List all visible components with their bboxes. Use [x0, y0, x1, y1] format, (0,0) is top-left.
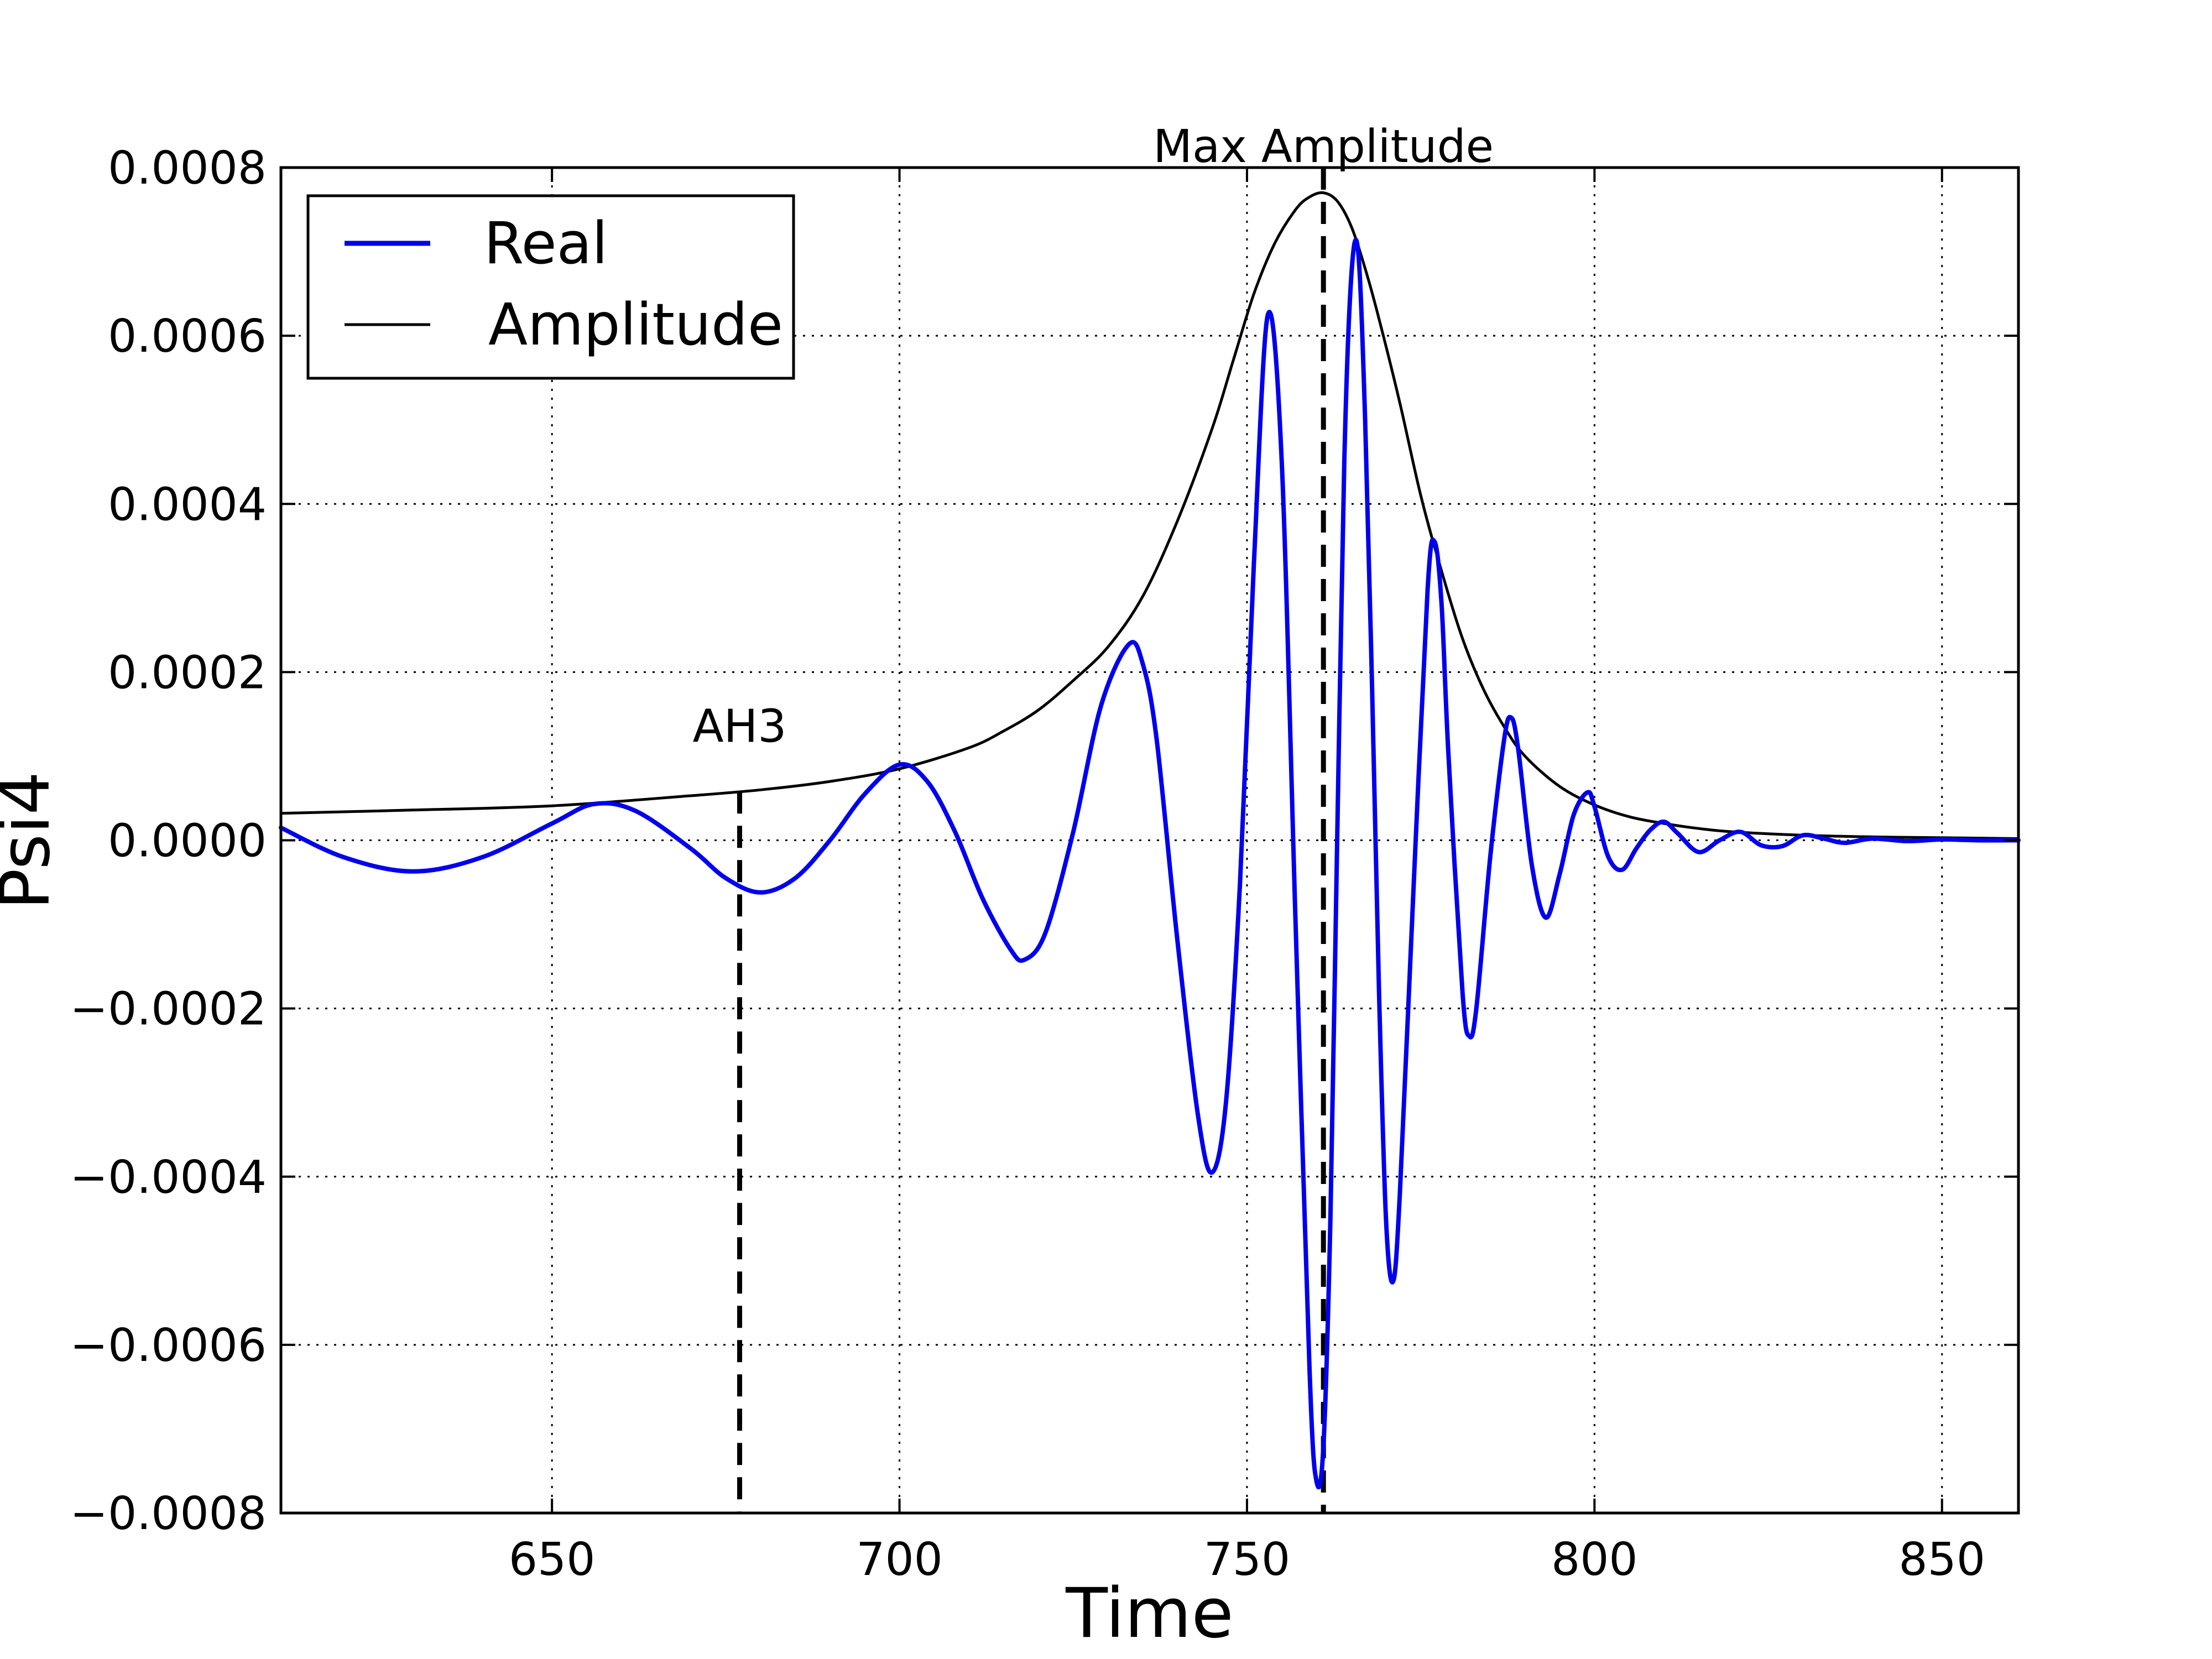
- y-axis-label: Psi4: [0, 771, 65, 910]
- y-tick-label: −0.0006: [70, 1319, 267, 1372]
- series-lines: [279, 191, 2021, 1490]
- legend-box: [306, 194, 795, 380]
- x-tick-label: 700: [856, 1533, 943, 1586]
- y-tick-label: 0.0008: [108, 142, 267, 195]
- x-tick-label: 850: [1898, 1533, 1985, 1586]
- legend-label-amplitude: Amplitude: [488, 291, 783, 358]
- annotation-label-ah3: AH3: [693, 700, 787, 753]
- y-tick-label: 0.0006: [108, 310, 267, 363]
- y-tick-label: −0.0002: [70, 983, 267, 1036]
- annotation-lines: [737, 168, 1326, 1513]
- annotation-labels: AH3 Max Amplitude: [693, 121, 1494, 753]
- x-axis-ticks: 650 700 750 800 850: [509, 168, 1985, 1586]
- annotation-label-max-amplitude: Max Amplitude: [1153, 121, 1494, 173]
- y-tick-label: 0.0000: [108, 815, 267, 868]
- y-tick-label: −0.0008: [70, 1488, 267, 1540]
- y-tick-label: −0.0004: [70, 1151, 267, 1204]
- y-tick-label: 0.0002: [108, 646, 267, 699]
- legend-label-real: Real: [484, 210, 608, 277]
- x-tick-label: 650: [509, 1533, 596, 1586]
- y-axis-ticks: −0.0008 −0.0006 −0.0004 −0.0002 0.0000 0.0002…: [70, 142, 2018, 1540]
- x-axis-label: Time: [1065, 1574, 1233, 1653]
- series-line-real: [279, 237, 2021, 1490]
- legend[interactable]: Real Amplitude: [306, 194, 795, 380]
- x-tick-label: 750: [1204, 1533, 1291, 1586]
- series-line-amplitude: [279, 191, 2020, 840]
- y-tick-label: 0.0004: [108, 478, 267, 531]
- x-tick-label: 800: [1551, 1533, 1638, 1586]
